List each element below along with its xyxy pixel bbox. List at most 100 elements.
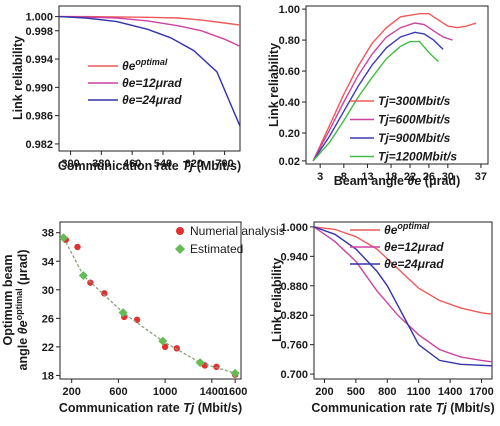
y-axis-label: Link reliability xyxy=(11,36,25,120)
x-tick-label: 600 xyxy=(109,386,127,398)
data-point xyxy=(230,368,240,378)
series-line-1 xyxy=(312,22,453,162)
data-point xyxy=(161,343,169,351)
y-axis-label: Link reliability xyxy=(270,258,284,342)
y-tick-label: 0.820 xyxy=(280,310,308,322)
y-tick-label: 0.986 xyxy=(25,111,53,123)
plot-frame xyxy=(313,221,493,380)
panel-bottom-right: 200 500 800 1100 1400 1700 1.000 0.940 0.880 0.82… xyxy=(270,221,495,415)
x-tick-label: 1700 xyxy=(469,386,493,398)
y-tick-label: 38 xyxy=(42,228,54,240)
x-tick-label: 540 xyxy=(154,158,172,170)
x-axis-label: Communication rate Tj (Mbit/s) xyxy=(59,401,242,415)
y-tick-label: 1.00 xyxy=(279,4,300,16)
x-tick-label: 37 xyxy=(475,171,487,183)
x-axis-label: Communication rate Tj (Mbit/s) xyxy=(311,401,494,415)
y-tick-label: 0.40 xyxy=(279,97,300,109)
y-tick-label: 0.998 xyxy=(25,26,53,38)
data-point xyxy=(173,345,180,352)
y-tick-label: 22 xyxy=(42,342,54,354)
series-line-3 xyxy=(312,40,439,162)
y-tick-label: 26 xyxy=(42,313,54,325)
y-tick-label: 0.880 xyxy=(280,281,308,293)
data-point xyxy=(213,363,220,371)
y-tick-label: 0.994 xyxy=(25,54,53,66)
x-tick-label: 380 xyxy=(92,158,110,170)
y-tick-label: 0.20 xyxy=(279,128,300,140)
x-tick-label: 18 xyxy=(385,171,397,183)
y-tick-label: 0.60 xyxy=(279,66,300,78)
legend-label: θeoptimal xyxy=(384,221,430,237)
data-point xyxy=(60,233,69,243)
legend-label: θe=24μrad xyxy=(384,257,444,271)
data-point xyxy=(195,358,205,368)
legend-marker xyxy=(175,244,185,254)
x-tick-label: 200 xyxy=(62,386,80,398)
x-tick-label: 8 xyxy=(341,171,347,183)
plot-frame xyxy=(59,221,242,380)
legend-label: θe=24μrad xyxy=(122,93,182,107)
series-line-2 xyxy=(314,226,492,367)
legend-label: Estimated xyxy=(190,242,243,256)
x-tick-label: 3 xyxy=(317,171,323,183)
x-tick-label: 30 xyxy=(442,171,454,183)
data-point xyxy=(78,271,88,281)
series-line-0 xyxy=(314,226,492,315)
x-tick-label: 1400 xyxy=(438,386,462,398)
legend-label: Numerial analysis xyxy=(190,224,285,238)
x-tick-label: 1400 xyxy=(200,386,224,398)
legend-label: Tj=1200Mbit/s xyxy=(378,150,457,164)
x-tick-label: 620 xyxy=(185,158,203,170)
legend-marker xyxy=(176,227,184,235)
y-tick-label: 18 xyxy=(42,370,54,382)
series-line-2 xyxy=(312,31,444,162)
y-tick-label: 34 xyxy=(42,256,55,268)
y-tick-label: 30 xyxy=(42,285,54,297)
y-tick-label: 0.02 xyxy=(279,156,300,168)
y-tick-label: 0.982 xyxy=(25,139,53,151)
legend-label: θe=12μrad xyxy=(384,240,444,254)
series-line-1 xyxy=(59,15,240,47)
y-axis-label: Optimum beamangle θeoptimal (μrad) xyxy=(1,250,30,371)
y-tick-label: 0.940 xyxy=(280,251,308,263)
x-tick-label: 1100 xyxy=(407,386,431,398)
x-tick-label: 500 xyxy=(347,386,365,398)
x-axis-label: Beam angle θe (μrad) xyxy=(334,174,460,188)
x-tick-label: 1600 xyxy=(223,386,247,398)
legend-label: Tj=300Mbit/s xyxy=(378,94,451,108)
y-tick-label: 0.80 xyxy=(279,35,300,47)
series-line-0 xyxy=(312,13,477,162)
y-tick-label: 0.760 xyxy=(280,340,308,352)
panel-top-left: 300 380 460 540 620 700 1.000 0.998 0.994 0.990 0.… xyxy=(11,5,241,173)
x-tick-label: 13 xyxy=(361,171,373,183)
y-tick-label: 0.990 xyxy=(25,82,53,94)
plot-area xyxy=(314,226,492,367)
x-tick-label: 700 xyxy=(215,158,233,170)
x-tick-label: 200 xyxy=(315,386,333,398)
legend-label: θeoptimal xyxy=(122,57,168,73)
plot-area xyxy=(312,13,477,162)
data-point xyxy=(158,336,168,346)
x-tick-label: 800 xyxy=(378,386,396,398)
legend-label: Tj=900Mbit/s xyxy=(378,131,451,145)
data-point xyxy=(133,316,141,323)
data-point xyxy=(74,243,81,251)
data-point xyxy=(101,290,108,297)
y-axis-label: Link reliability xyxy=(267,43,281,127)
y-tick-label: 1.000 xyxy=(280,222,308,234)
x-axis-label: Communication rate Tj (Mbit/s) xyxy=(58,159,241,173)
x-tick-label: 22 xyxy=(404,171,416,183)
plot-frame xyxy=(58,5,241,152)
series-line-2 xyxy=(59,15,240,127)
data-point xyxy=(118,308,128,318)
legend-label: θe=12μrad xyxy=(122,76,182,90)
x-tick-label: 460 xyxy=(123,158,141,170)
y-tick-label: 1.000 xyxy=(25,12,53,24)
series-line-estimated xyxy=(62,237,236,374)
legend-label: Tj=600Mbit/s xyxy=(378,113,451,127)
plot-area xyxy=(60,233,240,378)
x-tick-label: 300 xyxy=(61,158,79,170)
panel-top-right: 3 8 13 18 22 26 30 37 1.00 0.80 0.60 0.40 0.20 0.02 Be… xyxy=(267,4,489,188)
